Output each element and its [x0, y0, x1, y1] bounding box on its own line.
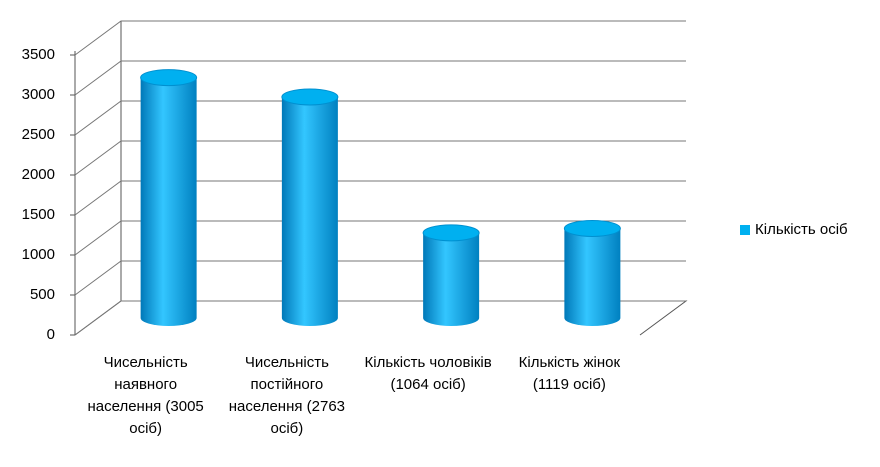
- y-tick-label: 3000: [22, 86, 55, 103]
- legend-label: Кількість осіб: [755, 221, 848, 238]
- y-tick-label: 2000: [22, 166, 55, 183]
- y-tick-label: 3500: [22, 46, 55, 63]
- y-tick-label: 500: [30, 286, 55, 303]
- grid-line: [74, 20, 686, 56]
- x-tick-label: Чисельність постійного населення (2763 о…: [228, 354, 346, 437]
- y-tick-label: 1000: [22, 246, 55, 263]
- bar-part: [423, 232, 480, 326]
- bar-part: [422, 224, 480, 242]
- grid-line: [74, 260, 686, 296]
- bar-part: [281, 96, 338, 327]
- y-tick-label: 1500: [22, 206, 55, 223]
- bar-part: [281, 88, 339, 106]
- grid-line: [74, 100, 686, 136]
- grid-line: [74, 300, 686, 336]
- bar: [563, 219, 621, 326]
- grid-line: [74, 140, 686, 176]
- x-tick-label: Чисельність наявного населення (3005 осі…: [87, 354, 204, 437]
- bar-part: [140, 77, 197, 326]
- bar: [422, 224, 480, 326]
- bar-part: [564, 228, 621, 326]
- bar: [140, 69, 198, 326]
- bar-part: [563, 219, 621, 237]
- grid-line: [74, 220, 686, 256]
- bar-part: [140, 69, 198, 87]
- grid-line: [74, 60, 686, 96]
- x-tick-label: Кількість жінок (1119 осіб): [518, 354, 621, 393]
- legend-swatch: [740, 225, 750, 235]
- x-tick-label: Кількість чоловіків (1064 осіб): [364, 354, 492, 393]
- grid-line: [74, 180, 686, 216]
- y-tick-label: 0: [47, 326, 55, 343]
- y-tick-label: 2500: [22, 126, 55, 143]
- bar: [281, 88, 339, 327]
